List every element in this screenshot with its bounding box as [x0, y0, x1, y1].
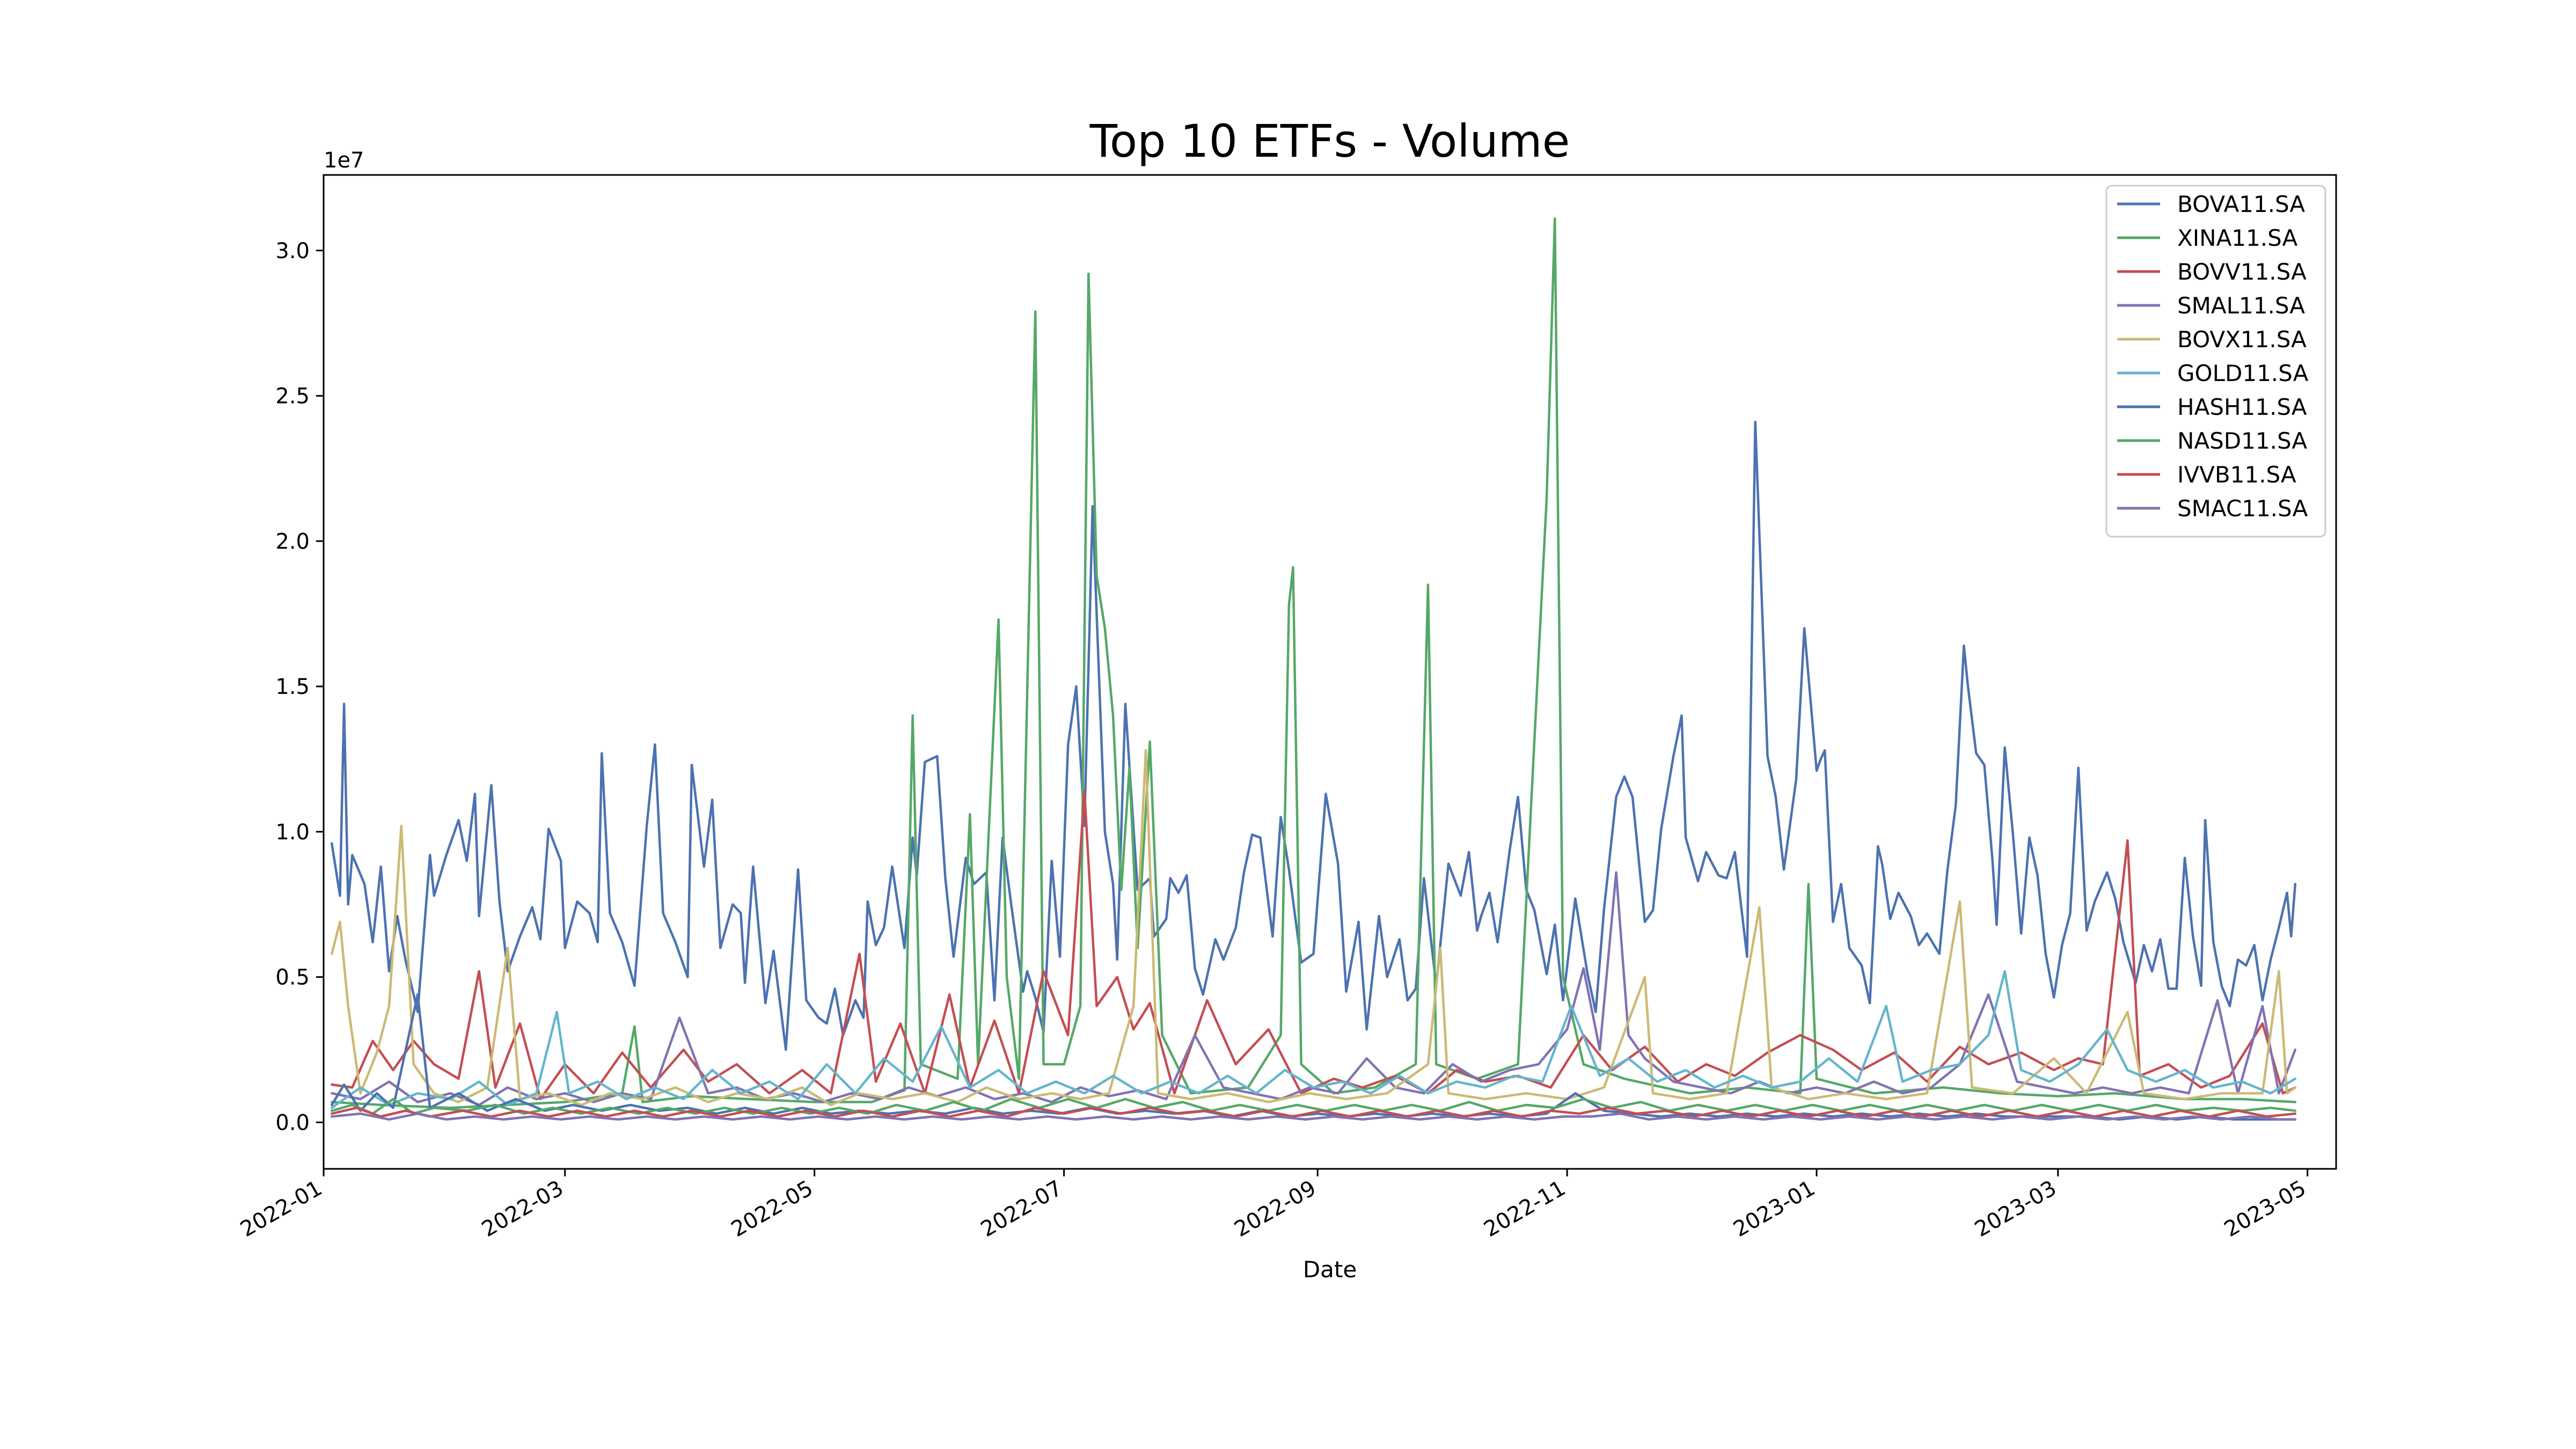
series-line-xina11-sa	[330, 217, 2297, 1109]
legend-label: BOVA11.SA	[2177, 191, 2305, 217]
legend-label: BOVV11.SA	[2177, 259, 2307, 285]
series-layer	[330, 217, 2297, 1121]
series-line-bovx11-sa	[330, 749, 2297, 1107]
x-axis-label: Date	[1303, 1256, 1357, 1283]
legend-label: IVVB11.SA	[2177, 462, 2296, 488]
y-tick-label: 2.5	[275, 384, 310, 409]
y-tick-label: 0.0	[275, 1110, 310, 1135]
series-line-bovv11-sa	[330, 789, 2297, 1101]
legend-label: GOLD11.SA	[2177, 360, 2309, 386]
legend-box	[2105, 185, 2326, 538]
legend-label: XINA11.SA	[2177, 225, 2298, 251]
y-tick-label: 1.5	[275, 675, 310, 699]
legend-label: SMAL11.SA	[2177, 292, 2305, 319]
legend: BOVA11.SA XINA11.SA BOVV11.SA SMAL11.SA BOVX…	[2105, 185, 2326, 538]
y-tick-label: 2.0	[275, 529, 310, 554]
y-tick-label: 0.5	[275, 965, 310, 990]
legend-label: BOVX11.SA	[2177, 326, 2307, 353]
series-line-smal11-sa	[330, 871, 2297, 1107]
y-tick-label: 1.0	[275, 820, 310, 845]
series-line-ivvb11-sa	[330, 1107, 2297, 1118]
series-line-bova11-sa	[330, 421, 2297, 1051]
series-line-smac11-sa	[330, 1112, 2297, 1121]
chart-title: Top 10 ETFs - Volume	[1089, 115, 1570, 167]
legend-label: SMAC11.SA	[2177, 495, 2308, 522]
plot-frame	[323, 174, 2337, 1170]
y-axis: 0.0 0.5 1.0 1.5 2.0 2.5 3.0	[275, 239, 324, 1135]
y-tick-label: 3.0	[275, 239, 310, 264]
y-offset-label: 1e7	[324, 148, 364, 173]
series-line-gold11-sa	[330, 970, 2297, 1109]
legend-label: NASD11.SA	[2177, 428, 2307, 454]
legend-label: HASH11.SA	[2177, 394, 2307, 420]
